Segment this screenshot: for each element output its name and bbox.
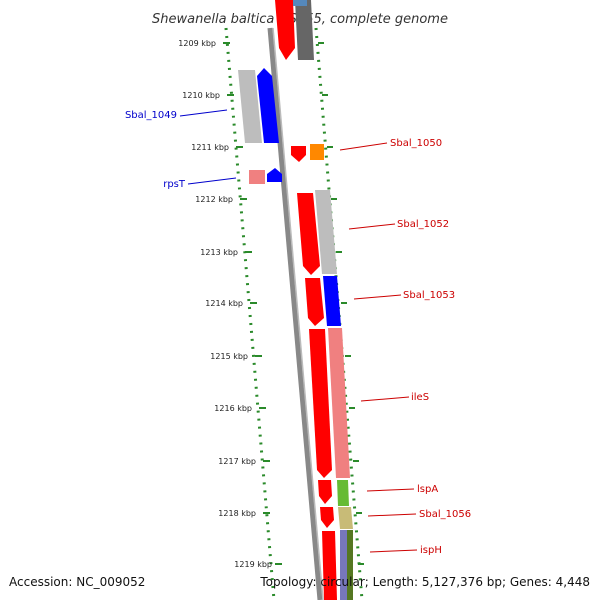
tick-label: 1211 kbp: [191, 143, 229, 152]
tick-label: 1214 kbp: [205, 299, 243, 308]
tick-1212: 1212 kbp: [195, 195, 247, 204]
genome-backbone: [267, 27, 323, 600]
genome-summary-text: Topology: circular; Length: 5,127,376 bp…: [259, 575, 590, 589]
gene-plus-sbal-1052[interactable]: [297, 193, 320, 275]
tick-label: 1215 kbp: [210, 352, 248, 361]
label-sbal-1049[interactable]: Sbal_1049: [125, 110, 177, 121]
gene-plus-sbal-1053[interactable]: [305, 278, 324, 326]
label-lspa[interactable]: lspA: [417, 484, 438, 495]
gene-plus-isph[interactable]: [322, 531, 337, 600]
gene-gray-top: [295, 0, 314, 60]
gene-minus-sbal-1049[interactable]: [257, 68, 279, 143]
inner-ring-ticks: [318, 42, 364, 565]
tick-1215: 1215 kbp: [210, 352, 262, 361]
gene-olive-isph: [347, 530, 353, 600]
label-isph[interactable]: ispH: [420, 545, 442, 556]
leader-lspa: [366, 488, 415, 492]
label-sbal-1052[interactable]: Sbal_1052: [397, 219, 449, 230]
gene-orange-1050: [310, 144, 324, 160]
gene-plus-sbal-1050[interactable]: [291, 146, 306, 162]
tick-1216: 1216 kbp: [214, 404, 266, 413]
gene-gray-1049: [238, 70, 262, 143]
label-sbal-1056[interactable]: Sbal_1056: [419, 509, 471, 520]
gene-minus-sbal-1053[interactable]: [323, 276, 341, 326]
tick-label: 1212 kbp: [195, 195, 233, 204]
gene-plus-top[interactable]: [275, 0, 295, 60]
leader-rpst: [187, 177, 237, 185]
gene-gray-1052: [315, 190, 337, 274]
leader-sbal-1050: [339, 142, 388, 151]
gene-minus-rpst[interactable]: [267, 168, 282, 182]
tick-1209: 1209 kbp: [178, 39, 230, 48]
gene-plus-lspa[interactable]: [318, 480, 332, 504]
tick-1219: 1219 kbp: [234, 560, 282, 569]
gene-green-lspa: [337, 480, 349, 506]
leader-sbal-1053: [353, 294, 402, 300]
label-sbal-1050[interactable]: Sbal_1050: [390, 138, 442, 149]
leader-sbal-1056: [367, 513, 417, 517]
leader-iles: [360, 396, 410, 402]
gene-steelblue-top: [293, 0, 307, 6]
gene-plus-sbal-1056[interactable]: [320, 507, 334, 528]
tick-1211: 1211 kbp: [191, 143, 243, 152]
gene-pink-iles: [328, 328, 350, 478]
leader-isph: [369, 549, 418, 553]
gene-khaki-1056: [338, 507, 353, 529]
leader-sbal-1052: [348, 223, 396, 230]
tick-1217: 1217 kbp: [218, 457, 270, 466]
tick-label: 1219 kbp: [234, 560, 272, 569]
tick-1214: 1214 kbp: [205, 299, 257, 308]
label-iles[interactable]: ileS: [411, 392, 429, 403]
tick-1218: 1218 kbp: [218, 509, 270, 518]
gene-plus-iles[interactable]: [309, 329, 332, 478]
gene-pink-rpst: [249, 170, 265, 184]
tick-1213: 1213 kbp: [200, 248, 252, 257]
gene-slate-isph: [340, 530, 347, 600]
accession-text: Accession: NC_009052: [9, 575, 145, 589]
label-sbal-1053[interactable]: Sbal_1053: [403, 290, 455, 301]
tick-label: 1218 kbp: [218, 509, 256, 518]
tick-1210: 1210 kbp: [182, 91, 234, 100]
tick-label: 1213 kbp: [200, 248, 238, 257]
tick-label: 1216 kbp: [214, 404, 252, 413]
tick-label: 1210 kbp: [182, 91, 220, 100]
leader-sbal-1049: [179, 109, 228, 117]
label-rpst[interactable]: rpsT: [163, 179, 186, 190]
genome-backbone-shadow: [272, 27, 324, 600]
tick-label: 1217 kbp: [218, 457, 256, 466]
tick-label: 1209 kbp: [178, 39, 216, 48]
